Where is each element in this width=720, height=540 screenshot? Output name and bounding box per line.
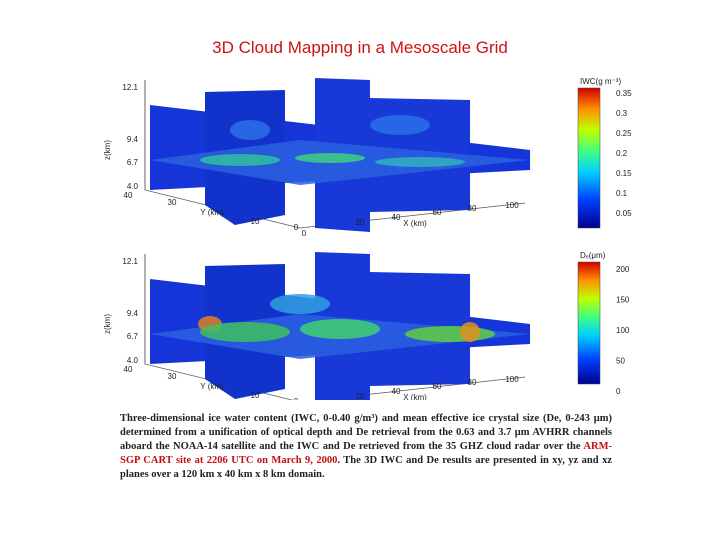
colorbar	[577, 87, 601, 229]
caption-text: . The 3D IWC and De results are presente…	[120, 455, 612, 480]
z-tick-label: 9.4	[127, 135, 139, 144]
cloud-feature	[270, 294, 330, 314]
cloud-feature	[375, 157, 465, 167]
z-axis-label: z(km)	[103, 314, 112, 334]
cloud-feature	[200, 322, 290, 342]
x-tick-label: 40	[392, 213, 401, 222]
x-axis-label: X (km)	[403, 393, 427, 400]
colorbar	[577, 261, 601, 385]
colorbar-tick-label: 0.35	[616, 89, 632, 98]
cloud-feature	[405, 326, 495, 342]
x-tick-label: 100	[505, 375, 519, 384]
y-tick-label: 0	[294, 223, 299, 232]
colorbar-tick-label: 0.25	[616, 129, 632, 138]
cloud-feature	[295, 153, 365, 163]
x-tick-label: 0	[302, 229, 307, 238]
caption-highlight: ARM-SGP CART site at 2206 UTC on March 9…	[120, 441, 612, 466]
colorbar-tick-label: 0.05	[616, 209, 632, 218]
cloud-feature	[200, 154, 280, 166]
cloud-feature	[230, 120, 270, 140]
y-tick-label: 10	[251, 391, 260, 400]
slide-title: 3D Cloud Mapping in a Mesoscale Grid	[212, 38, 508, 57]
colorbar-tick-label: 0.1	[616, 189, 628, 198]
z-axis-label: z(km)	[103, 140, 112, 160]
x-tick-label: 20	[356, 218, 365, 227]
cloud-feature	[370, 115, 430, 135]
x-tick-label: 80	[468, 204, 477, 213]
x-tick-label: 40	[392, 387, 401, 396]
z-tick-label: 6.7	[127, 158, 139, 167]
colorbar-label: Dₑ(μm)	[580, 251, 606, 260]
z-tick-label: 12.1	[122, 257, 138, 266]
x-tick-label: 60	[433, 208, 442, 217]
y-tick-label: 30	[168, 372, 177, 381]
colorbar-tick-label: 150	[616, 296, 630, 305]
cloud-feature	[460, 322, 480, 342]
colorbar-tick-label: 100	[616, 326, 630, 335]
x-tick-label: 20	[356, 392, 365, 400]
y-axis-label: Y (km)	[200, 208, 224, 217]
y-tick-label: 30	[168, 198, 177, 207]
caption: Three-dimensional ice water content (IWC…	[120, 412, 612, 482]
x-tick-label: 100	[505, 201, 519, 210]
y-tick-label: 40	[124, 191, 133, 200]
colorbar-tick-label: 50	[616, 357, 625, 366]
colorbar-label: IWC(g m⁻³)	[580, 77, 621, 86]
z-tick-label: 12.1	[122, 83, 138, 92]
y-tick-label: 40	[124, 365, 133, 374]
x-tick-label: 80	[468, 378, 477, 387]
x-axis-label: X (km)	[403, 219, 427, 228]
z-tick-label: 4.0	[127, 356, 139, 365]
y-axis-label: Y (km)	[200, 382, 224, 391]
z-tick-label: 9.4	[127, 309, 139, 318]
colorbar-tick-label: 200	[616, 265, 630, 274]
x-tick-label: 60	[433, 382, 442, 391]
y-tick-label: 10	[251, 217, 260, 226]
colorbar-tick-label: 0	[616, 387, 621, 396]
colorbar-tick-label: 0.2	[616, 149, 628, 158]
z-tick-label: 4.0	[127, 182, 139, 191]
y-tick-label: 0	[294, 397, 299, 400]
z-tick-label: 6.7	[127, 332, 139, 341]
colorbar-tick-label: 0.15	[616, 169, 632, 178]
cloud-feature	[300, 319, 380, 339]
colorbar-tick-label: 0.3	[616, 109, 628, 118]
caption-text: Three-dimensional ice water content (IWC…	[120, 413, 612, 452]
